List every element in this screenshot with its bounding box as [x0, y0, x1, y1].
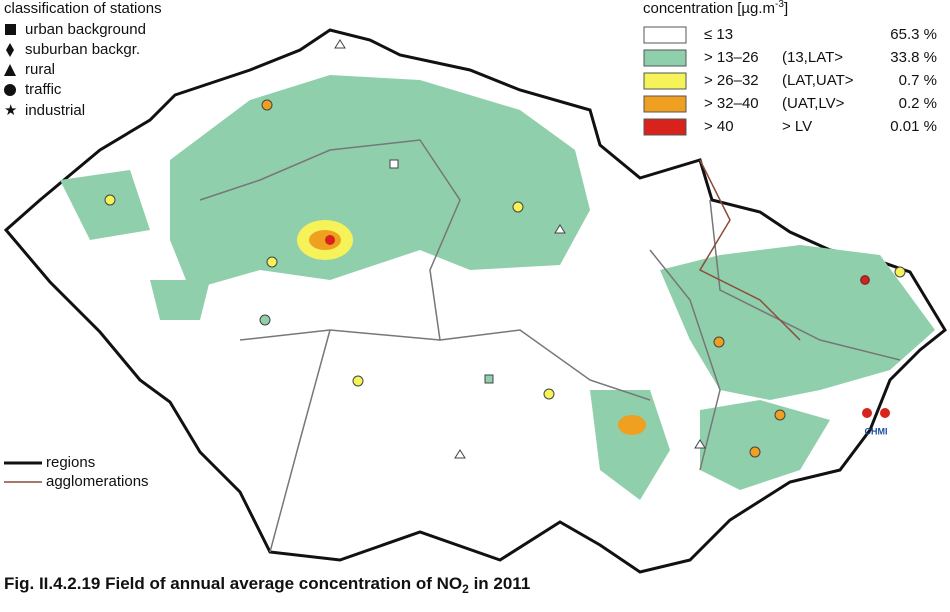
legend-title-text: concentration [µg.m — [643, 0, 775, 17]
range: > 32–40 — [704, 95, 759, 112]
symbol-square — [5, 24, 16, 35]
swatch — [643, 118, 687, 136]
symbol-star: ★ — [4, 102, 17, 119]
legend-item: traffic — [25, 81, 62, 98]
caption-sub: 2 — [462, 582, 469, 596]
range: > 26–32 — [704, 72, 759, 89]
zone-32-40 — [618, 415, 646, 435]
symbol-circle — [4, 84, 16, 96]
swatch — [643, 26, 687, 44]
swatch — [643, 95, 687, 113]
legend-title-end: ] — [784, 0, 788, 17]
range: ≤ 13 — [704, 26, 733, 43]
legend-item: suburban backgr. — [25, 41, 140, 58]
share: 65.3 % — [890, 26, 937, 43]
range: > 13–26 — [704, 49, 759, 66]
legend-item: industrial — [25, 102, 85, 119]
legend-item: agglomerations — [46, 473, 149, 490]
legend-title: classification of stations — [4, 0, 162, 17]
legend-item: urban background — [25, 21, 146, 38]
share: 0.7 % — [899, 72, 937, 89]
symbol-triangle — [4, 64, 16, 76]
logo-dot — [862, 408, 872, 418]
share: 33.8 % — [890, 49, 937, 66]
interval: (13,LAT> — [782, 49, 843, 66]
caption-text: Fig. II.4.2.19 Field of annual average c… — [4, 574, 462, 593]
concentration-rows: ≤ 13 65.3 % > 13–26 (13,LAT> 33.8 % > 26–32 (L… — [643, 26, 937, 136]
share: 0.2 % — [899, 95, 937, 112]
stations — [104, 39, 906, 459]
legend-title: concentration [µg.m-3] — [643, 0, 788, 17]
interval: (UAT,LV> — [782, 95, 845, 112]
logo: CHMI — [865, 426, 888, 436]
logo-dot — [880, 408, 890, 418]
caption: Fig. II.4.2.19 Field of annual average c… — [4, 574, 530, 596]
zone-over-40 — [325, 235, 335, 245]
agglomeration-border — [698, 159, 801, 341]
swatch — [643, 72, 687, 90]
legend-item: rural — [25, 61, 55, 78]
swatch — [643, 49, 687, 67]
interval: (LAT,UAT> — [782, 72, 854, 89]
legend-title-sup: -3 — [775, 0, 784, 10]
interval: > LV — [782, 118, 812, 135]
symbol-diamond — [6, 43, 14, 57]
caption-text: in 2011 — [469, 574, 530, 593]
range: > 40 — [704, 118, 734, 135]
legend-item: regions — [46, 454, 95, 471]
share: 0.01 % — [890, 118, 937, 135]
